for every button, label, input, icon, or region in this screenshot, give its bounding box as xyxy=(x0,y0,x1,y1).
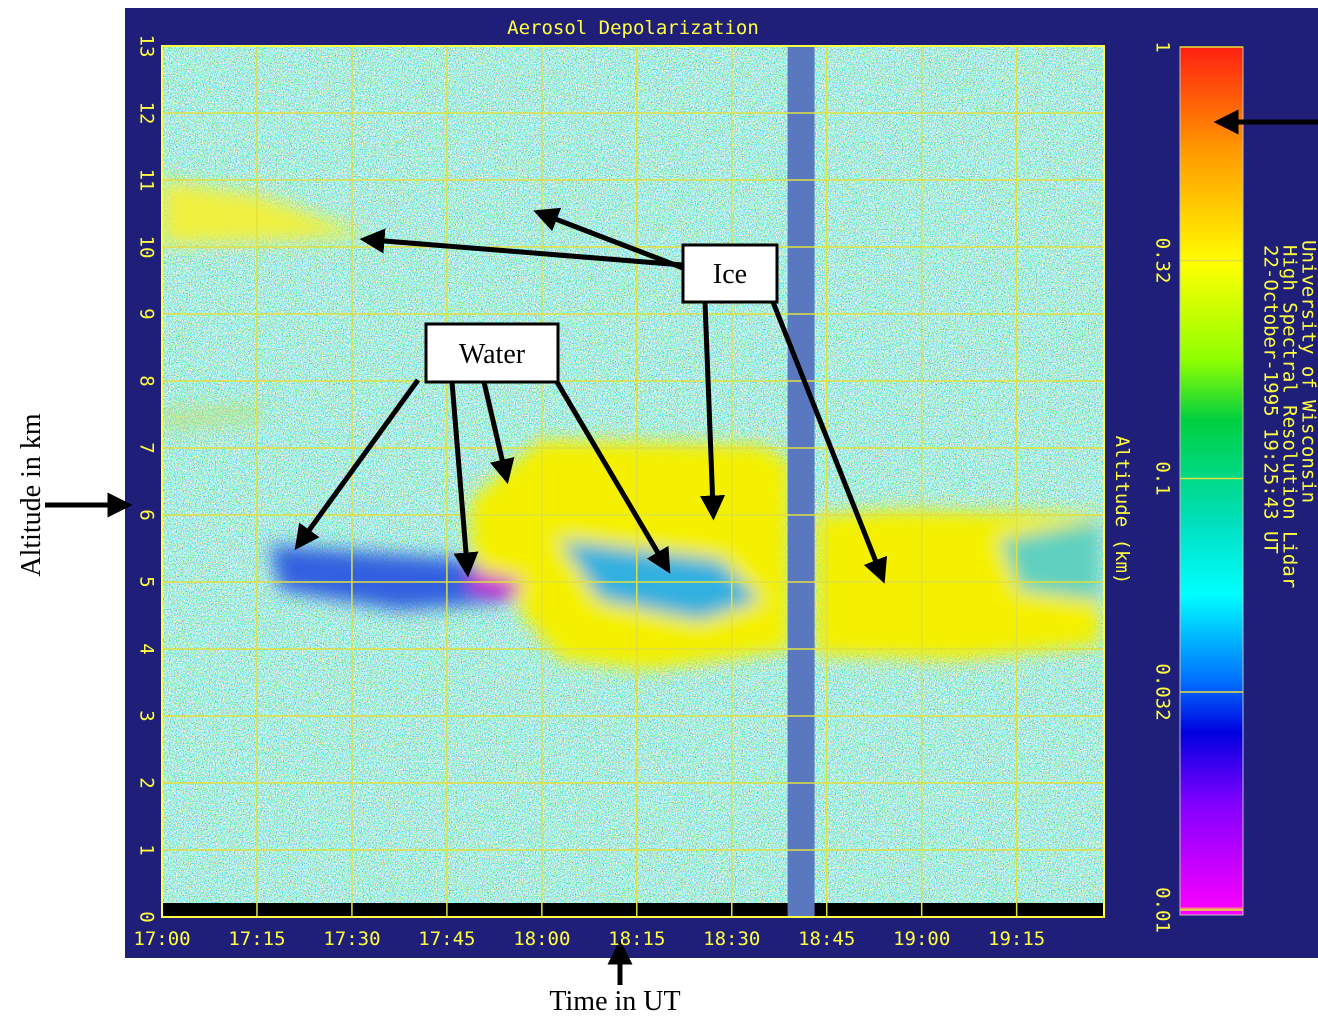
x-tick-label: 17:30 xyxy=(323,928,380,950)
arrow xyxy=(533,207,684,271)
x-tick-label: 17:00 xyxy=(133,928,190,950)
x-tick-label: 18:45 xyxy=(798,928,855,950)
y-tick-label: 3 xyxy=(136,710,158,721)
arrow xyxy=(481,381,515,485)
y-tick-label: 6 xyxy=(136,509,158,520)
y-tick-label: 0 xyxy=(136,911,158,922)
y-tick-label: 12 xyxy=(136,102,158,125)
arrow xyxy=(770,301,888,584)
side-text: 22-October-1995 19:25:43 UT xyxy=(1260,245,1282,554)
x-tick-label: 18:15 xyxy=(608,928,665,950)
ice-label: Ice xyxy=(713,259,747,290)
x-tick-label: 18:30 xyxy=(703,928,760,950)
image-field xyxy=(162,46,1104,917)
altitude-note: Altitude in km xyxy=(16,413,47,577)
y-tick-label: 4 xyxy=(136,643,158,654)
grid xyxy=(161,45,1104,918)
colorbar xyxy=(1179,46,1244,916)
annotations: Ice Water Altitude in km Time in UT xyxy=(16,109,1318,1017)
x-tick-label: 18:00 xyxy=(513,928,570,950)
y-tick-label: 13 xyxy=(136,35,158,58)
y-tick-label: 1 xyxy=(136,844,158,855)
side-text: High Spectral Resolution Lidar xyxy=(1279,245,1301,588)
y-tick-label: 2 xyxy=(136,777,158,788)
label-box xyxy=(424,322,560,384)
colorbar-tick-label: 0.1 xyxy=(1152,461,1174,495)
y-tick-label: 7 xyxy=(136,442,158,453)
plot-border xyxy=(161,45,1105,918)
arrow xyxy=(359,228,684,268)
x-tick-label: 17:45 xyxy=(418,928,475,950)
arrow xyxy=(554,380,671,574)
arrow xyxy=(294,378,421,551)
colorbar-tick-label: 0.01 xyxy=(1152,887,1174,933)
colorbar-tick-label: 0.32 xyxy=(1152,238,1174,284)
side-text: University of Wisconsin xyxy=(1298,240,1318,503)
water-label: Water xyxy=(459,339,526,370)
y-tick-label: 9 xyxy=(136,308,158,319)
y-axis-label: Altitude (km) xyxy=(1111,436,1133,585)
x-tick-label: 17:15 xyxy=(228,928,285,950)
y-tick-label: 5 xyxy=(136,576,158,587)
x-tick-label: 19:15 xyxy=(988,928,1045,950)
time-note: Time in UT xyxy=(549,986,680,1017)
y-tick-label: 8 xyxy=(136,375,158,386)
y-tick-label: 11 xyxy=(136,169,158,192)
x-tick-label: 19:00 xyxy=(893,928,950,950)
arrow xyxy=(700,301,726,521)
arrow xyxy=(449,381,479,578)
y-tick-label: 10 xyxy=(136,236,158,259)
colorbar-tick-label: 0.032 xyxy=(1152,663,1174,720)
chart-title: Aerosol Depolarization xyxy=(507,17,759,39)
data-gap xyxy=(787,46,815,917)
colorbar-tick-label: 1 xyxy=(1152,41,1174,52)
label-box xyxy=(681,243,779,304)
